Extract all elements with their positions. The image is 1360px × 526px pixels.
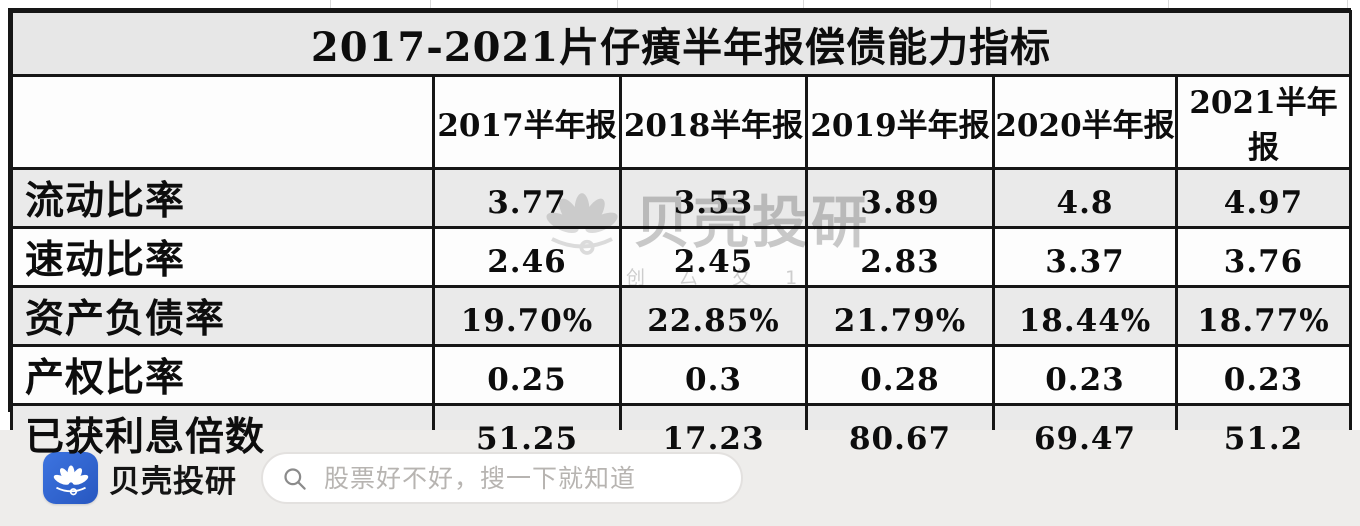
cell-value: 0.23 [992, 344, 1178, 406]
footer-bar: 贝壳投研 [0, 430, 1360, 526]
cell-value: 3.53 [619, 167, 808, 229]
column-header-2020: 2020半年报 [992, 74, 1178, 170]
cell-value: 2.45 [619, 226, 808, 288]
search-bar[interactable] [261, 452, 743, 504]
shell-logo-icon [53, 465, 88, 496]
table-row: 产权比率 0.25 0.3 0.28 0.23 0.23 [10, 344, 1353, 406]
row-label: 流动比率 [10, 167, 435, 229]
table-row: 流动比率 3.77 3.53 3.89 4.8 4.97 [10, 167, 1353, 229]
cell-value: 21.79% [805, 285, 995, 347]
cell-value: 22.85% [619, 285, 808, 347]
row-label: 产权比率 [10, 344, 435, 406]
table-row: 资产负债率 19.70% 22.85% 21.79% 18.44% 18.77% [10, 285, 1353, 347]
cell-value: 0.23 [1174, 344, 1353, 406]
cell-value: 0.3 [619, 344, 808, 406]
row-label: 速动比率 [10, 226, 435, 288]
search-input[interactable] [322, 462, 723, 494]
cell-value: 2.83 [805, 226, 995, 288]
cell-value: 18.77% [1174, 285, 1353, 347]
solvency-table: 2017-2021片仔癀半年报偿债能力指标 2017半年报 2018半年报 20… [8, 8, 1353, 465]
brand-app-icon [43, 452, 98, 504]
column-header-2019: 2019半年报 [805, 74, 995, 170]
table-title: 2017-2021片仔癀半年报偿债能力指标 [9, 10, 1353, 77]
cell-value: 4.8 [992, 167, 1178, 229]
brand-name: 贝壳投研 [109, 463, 237, 500]
cell-value: 0.25 [432, 344, 622, 406]
cell-value: 3.37 [992, 226, 1178, 288]
search-icon [284, 467, 306, 490]
table-row: 速动比率 2.46 2.45 2.83 3.37 3.76 [10, 226, 1353, 288]
cell-value: 19.70% [432, 285, 622, 347]
cell-value: 4.97 [1174, 167, 1353, 229]
cell-value: 3.76 [1174, 226, 1353, 288]
cell-value: 18.44% [992, 285, 1178, 347]
corner-cell [10, 74, 435, 170]
column-header-2017: 2017半年报 [432, 74, 622, 170]
row-label: 资产负债率 [10, 285, 435, 347]
cell-value: 0.28 [805, 344, 995, 406]
column-header-2021: 2021半年报 [1174, 74, 1353, 170]
cell-value: 3.89 [805, 167, 995, 229]
cell-value: 3.77 [432, 167, 622, 229]
column-header-2018: 2018半年报 [619, 74, 808, 170]
cell-value: 2.46 [432, 226, 622, 288]
